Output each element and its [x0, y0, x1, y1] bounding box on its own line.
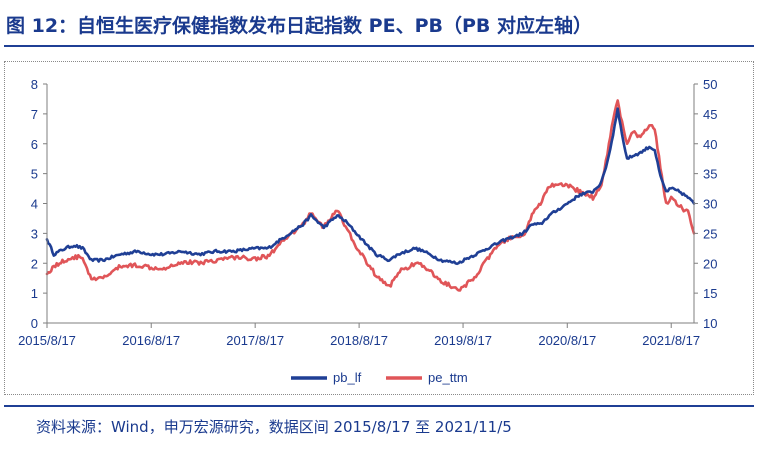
y-left-tick-label: 1 [31, 286, 38, 301]
y-right-tick-label: 40 [703, 137, 717, 152]
x-tick-label: 2021/8/17 [642, 333, 700, 348]
y-left-tick-label: 3 [31, 226, 38, 241]
y-left-tick-label: 2 [31, 256, 38, 271]
y-left-tick-label: 5 [31, 167, 38, 182]
source-note: 资料来源：Wind，申万宏源研究，数据区间 2015/8/17 至 2021/1… [36, 418, 512, 436]
x-tick-label: 2017/8/17 [226, 333, 284, 348]
y-right-tick-label: 10 [703, 316, 717, 331]
y-right-tick-label: 30 [703, 197, 717, 212]
series-line-pb-lf [45, 107, 696, 266]
series-line-pe-ttm [45, 99, 696, 292]
y-left-tick-label: 8 [31, 77, 38, 92]
y-left-tick-label: 4 [31, 197, 38, 212]
y-right-tick-label: 15 [703, 286, 717, 301]
y-right-tick-label: 50 [703, 77, 717, 92]
y-right-tick-label: 35 [703, 167, 717, 182]
x-tick-label: 2018/8/17 [330, 333, 388, 348]
y-right-tick-label: 20 [703, 256, 717, 271]
chart-frame [4, 61, 754, 395]
source-rule [4, 405, 754, 407]
y-left-tick-label: 6 [31, 137, 38, 152]
x-tick-label: 2015/8/17 [18, 333, 76, 348]
x-tick-label: 2020/8/17 [538, 333, 596, 348]
y-right-tick-label: 25 [703, 226, 717, 241]
figure-title: 图 12：自恒生医疗保健指数发布日起指数 PE、PB（PB 对应左轴） [6, 15, 593, 37]
y-right-tick-label: 45 [703, 107, 717, 122]
x-tick-label: 2019/8/17 [434, 333, 492, 348]
legend-label-pe-ttm: pe_ttm [428, 370, 468, 385]
y-left-tick-label: 7 [31, 107, 38, 122]
legend-label-pb-lf: pb_lf [333, 370, 362, 385]
title-rule [4, 45, 754, 47]
y-left-tick-label: 0 [31, 316, 38, 331]
x-tick-label: 2016/8/17 [122, 333, 180, 348]
